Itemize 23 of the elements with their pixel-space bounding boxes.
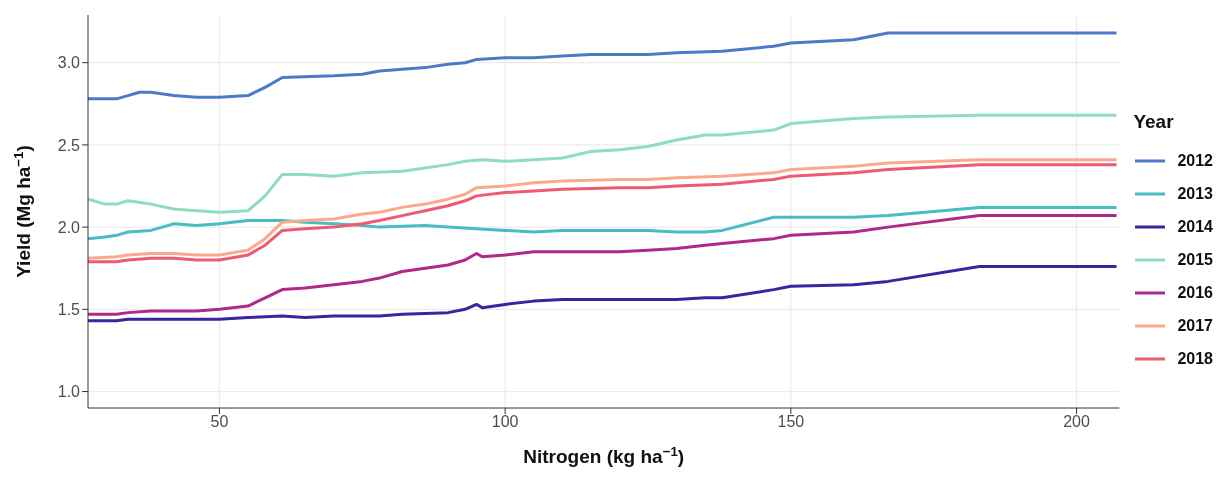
legend-label: 2017 xyxy=(1177,317,1213,335)
line-series xyxy=(88,214,1119,316)
x-tick-label: 150 xyxy=(777,413,805,431)
x-axis-title: Nitrogen (kg ha$^{−1}$) xyxy=(523,443,685,467)
x-tick-label: 100 xyxy=(491,413,519,431)
legend-label: 2014 xyxy=(1177,218,1213,236)
y-tick-label: 3.0 xyxy=(57,54,81,72)
legend-label: 2015 xyxy=(1177,251,1213,269)
y-tick-label: 1.0 xyxy=(57,383,81,401)
line-series xyxy=(88,31,1119,101)
y-tick-label: 2.0 xyxy=(57,218,81,236)
x-tick-label: 50 xyxy=(210,413,229,431)
legend-label: 2012 xyxy=(1177,152,1213,170)
line-series xyxy=(88,265,1119,323)
legend-label: 2016 xyxy=(1177,284,1213,302)
y-tick-label: 2.5 xyxy=(57,136,81,154)
x-tick-label: 200 xyxy=(1063,413,1090,431)
y-tick-label: 1.5 xyxy=(57,301,81,319)
line-series xyxy=(88,205,1119,241)
legend-title: Year xyxy=(1133,110,1175,133)
legend-label: 2013 xyxy=(1177,185,1213,203)
legend-label: 2018 xyxy=(1177,350,1213,368)
line-series xyxy=(88,113,1119,214)
